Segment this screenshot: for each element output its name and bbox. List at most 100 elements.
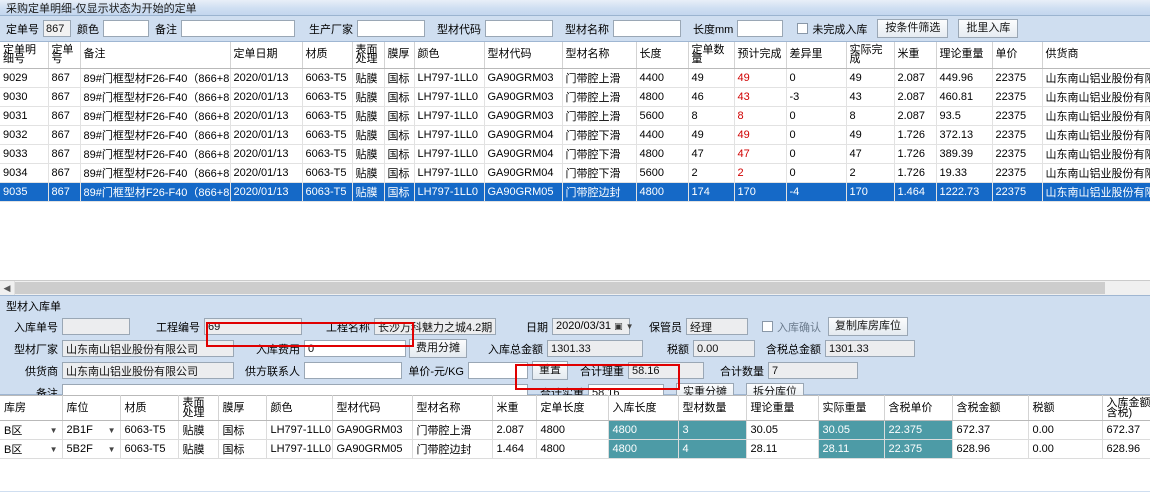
table-cell[interactable]: 2020/01/13 [230,182,303,202]
sum-qty-input[interactable] [768,362,858,379]
table-cell[interactable]: 1.726 [894,163,937,183]
table-cell[interactable]: 460.81 [936,87,993,107]
table-cell[interactable]: 4 [678,439,747,459]
botgrid-col-header[interactable]: 实际重量 [818,395,885,421]
table-cell[interactable]: 贴膜 [352,182,385,202]
table-cell[interactable]: 国标 [218,420,267,440]
table-row[interactable]: 903186789#门框型材F26-F40（866+867）2020/01/13… [0,106,1150,126]
botgrid-col-header[interactable]: 膜厚 [218,395,267,421]
table-cell[interactable]: 22.375 [884,420,953,440]
table-cell[interactable]: 0 [786,68,847,88]
botgrid-col-header[interactable]: 入库金额(不含税) [1102,395,1150,421]
table-cell[interactable]: 2.087 [894,87,937,107]
table-cell[interactable]: 867 [48,144,81,164]
table-cell[interactable]: 49 [846,125,895,145]
reset-button[interactable]: 重置 [532,361,568,380]
table-cell[interactable]: GA90GRM05 [484,182,563,202]
table-cell[interactable]: 867 [48,106,81,126]
fee-input[interactable] [304,340,406,357]
table-cell[interactable]: 国标 [384,182,415,202]
table-cell[interactable]: 49 [734,125,787,145]
table-cell[interactable]: 389.39 [936,144,993,164]
table-cell[interactable]: 9034 [0,163,49,183]
table-cell[interactable]: 2 [688,163,735,183]
botgrid-col-header[interactable]: 税额 [1028,395,1103,421]
table-cell[interactable]: 89#门框型材F26-F40（866+867） [80,144,231,164]
table-cell[interactable]: 89#门框型材F26-F40（866+867） [80,163,231,183]
botgrid-body[interactable]: B区 ▼ 2B1F ▼ 6063-T5 贴膜 国标 LH797-1LL0 GA90GRM03 门带… [0,420,1150,459]
table-cell[interactable]: 672.37 [952,420,1029,440]
proj-name-input[interactable] [374,318,496,335]
botgrid-col-header[interactable]: 颜色 [266,395,333,421]
table-cell[interactable]: 0.00 [1028,420,1103,440]
scroll-thumb[interactable] [15,282,1105,294]
table-cell[interactable]: 22375 [992,106,1043,126]
table-cell[interactable]: 6063-T5 [302,182,353,202]
table-cell[interactable]: GA90GRM05 [332,439,413,459]
table-cell[interactable]: 22.375 [884,439,953,459]
table-cell[interactable]: LH797-1LL0 [414,106,485,126]
table-cell[interactable]: 1222.73 [936,182,993,202]
table-cell[interactable]: 2.087 [894,106,937,126]
table-cell[interactable]: 2.087 [894,68,937,88]
unit-price-input[interactable] [468,362,528,379]
botgrid-col-header[interactable]: 型材代码 [332,395,413,421]
table-cell[interactable]: 1.464 [492,439,537,459]
table-cell[interactable]: -4 [786,182,847,202]
botgrid-col-header[interactable]: 型材名称 [412,395,493,421]
table-cell[interactable]: 93.5 [936,106,993,126]
table-cell[interactable]: 1.726 [894,144,937,164]
chevron-down-icon[interactable]: ▼ [107,425,116,435]
table-row[interactable]: B区 ▼ 2B1F ▼ 6063-T5 贴膜 国标 LH797-1LL0 GA90GRM03 门带… [0,420,1150,440]
order-no-input[interactable] [43,20,71,37]
fee-allocate-button[interactable]: 费用分摊 [409,339,467,358]
table-cell[interactable]: 2 [734,163,787,183]
topgrid-col-header[interactable]: 米重 [894,42,937,69]
topgrid-col-header[interactable]: 定单明细号 [0,42,49,69]
botgrid-col-header[interactable]: 米重 [492,395,537,421]
table-cell[interactable]: 4800 [636,87,689,107]
table-cell[interactable]: 山东南山铝业股份有限公司 [1042,182,1150,202]
table-cell[interactable]: GA90GRM03 [484,87,563,107]
table-cell[interactable]: GA90GRM03 [484,68,563,88]
chevron-down-icon[interactable]: ▼ [625,322,634,331]
botgrid-col-header[interactable]: 型材数量 [678,395,747,421]
table-cell[interactable]: 22375 [992,87,1043,107]
table-cell[interactable]: 6063-T5 [302,144,353,164]
maker-input[interactable] [62,340,234,357]
table-row[interactable]: B区 ▼ 5B2F ▼ 6063-T5 贴膜 国标 LH797-1LL0 GA90GRM05 门带… [0,439,1150,459]
table-cell[interactable]: 6063-T5 [302,87,353,107]
table-cell[interactable]: 22375 [992,144,1043,164]
table-cell[interactable]: 2020/01/13 [230,125,303,145]
table-cell[interactable]: 4800 [636,182,689,202]
table-cell[interactable]: 山东南山铝业股份有限公司 [1042,163,1150,183]
table-cell[interactable]: 山东南山铝业股份有限公司 [1042,106,1150,126]
table-cell[interactable]: 2.087 [492,420,537,440]
table-cell[interactable]: 170 [734,182,787,202]
table-cell[interactable]: 国标 [384,144,415,164]
table-cell[interactable]: 22375 [992,182,1043,202]
table-cell[interactable]: 372.13 [936,125,993,145]
table-cell[interactable]: 山东南山铝业股份有限公司 [1042,125,1150,145]
scroll-left-arrow-icon[interactable]: ◀ [0,281,15,295]
table-cell[interactable]: LH797-1LL0 [266,439,333,459]
botgrid-col-header[interactable]: 入库长度 [608,395,679,421]
table-cell[interactable]: 9031 [0,106,49,126]
table-cell[interactable]: 6063-T5 [302,163,353,183]
topgrid-col-header[interactable]: 预计完成 [734,42,787,69]
table-row[interactable]: 903386789#门框型材F26-F40（866+867）2020/01/13… [0,144,1150,164]
table-cell[interactable]: 89#门框型材F26-F40（866+867） [80,125,231,145]
table-cell[interactable]: GA90GRM03 [484,106,563,126]
location-select[interactable]: 2B1F ▼ [62,420,121,440]
profile-code-input[interactable] [485,20,553,37]
table-cell[interactable]: 30.05 [746,420,819,440]
botgrid-col-header[interactable]: 定单长度 [536,395,609,421]
table-cell[interactable]: 0 [786,125,847,145]
botgrid-col-header[interactable]: 库房 [0,395,63,421]
table-cell[interactable]: 867 [48,87,81,107]
table-cell[interactable]: 672.37 [1102,420,1150,440]
table-cell[interactable]: 9030 [0,87,49,107]
filter-by-condition-button[interactable]: 按条件筛选 [877,19,949,38]
table-cell[interactable]: 6063-T5 [302,68,353,88]
table-cell[interactable]: 8 [846,106,895,126]
